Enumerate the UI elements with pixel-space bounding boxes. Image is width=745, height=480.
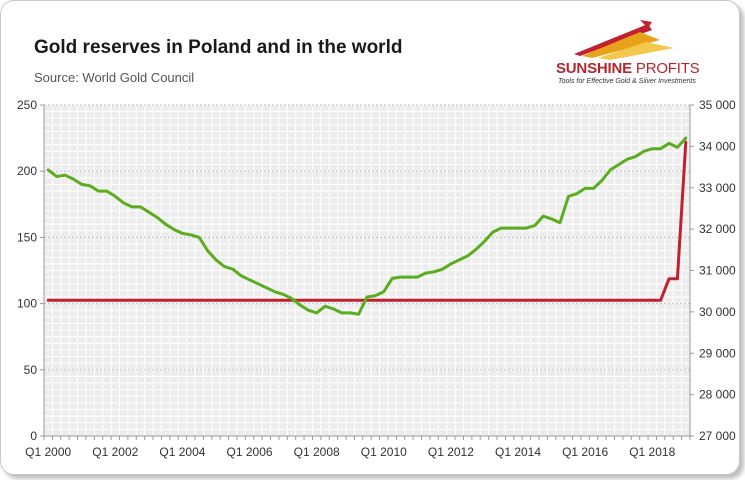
right-tick-label: 27 000 (699, 429, 736, 443)
chart-source: Source: World Gold Council (34, 70, 195, 85)
left-tick-label: 0 (30, 429, 37, 443)
right-tick-label: 30 000 (699, 305, 736, 319)
x-tick-label: Q1 2010 (361, 445, 407, 459)
right-tick-label: 28 000 (699, 388, 736, 402)
left-tick-label: 50 (24, 363, 38, 377)
series (46, 136, 688, 316)
gridlines (43, 104, 691, 437)
logo-name-bold: SUNSHINE (556, 60, 632, 77)
logo-name-light: PROFITS (631, 60, 700, 77)
x-axis-ticks: Q1 2000 Q1 2002 Q1 2004 Q1 2006 Q1 2008 Q1 20… (25, 436, 691, 459)
left-axis-ticks: 0 50 100 150 200 250 (17, 98, 44, 443)
right-tick-label: 29 000 (699, 346, 736, 360)
x-tick-label: Q1 2000 (25, 445, 71, 459)
chart-title: Gold reserves in Poland and in the world (34, 37, 403, 58)
x-tick-label: Q1 2014 (495, 445, 541, 459)
x-tick-label: Q1 2004 (159, 445, 205, 459)
left-tick-label: 150 (17, 230, 37, 244)
right-tick-label: 33 000 (699, 181, 736, 195)
x-tick-label: Q1 2002 (92, 445, 138, 459)
right-axis-ticks: 27 000 28 000 29 000 30 000 31 000 32 000 33 0… (690, 98, 736, 443)
x-tick-label: Q1 2006 (227, 445, 273, 459)
logo-tagline: Tools for Effective Gold & Silver Invest… (558, 78, 696, 85)
x-tick-label: Q1 2012 (428, 445, 474, 459)
series-line-world (46, 136, 688, 316)
brand-logo: SUNSHINE PROFITS Tools for Effective Gol… (556, 18, 726, 88)
x-tick-label: Q1 2016 (562, 445, 608, 459)
right-tick-label: 34 000 (699, 139, 736, 153)
right-tick-label: 32 000 (699, 222, 736, 236)
left-tick-label: 200 (17, 164, 37, 178)
right-tick-label: 31 000 (699, 264, 736, 278)
left-tick-label: 250 (17, 98, 37, 112)
left-tick-label: 100 (17, 297, 37, 311)
right-tick-label: 35 000 (699, 98, 736, 112)
logo-swoosh-icon (574, 20, 674, 60)
x-tick-label: Q1 2018 (629, 445, 675, 459)
logo-wordmark: SUNSHINE PROFITS (556, 60, 700, 77)
x-tick-label: Q1 2008 (294, 445, 340, 459)
